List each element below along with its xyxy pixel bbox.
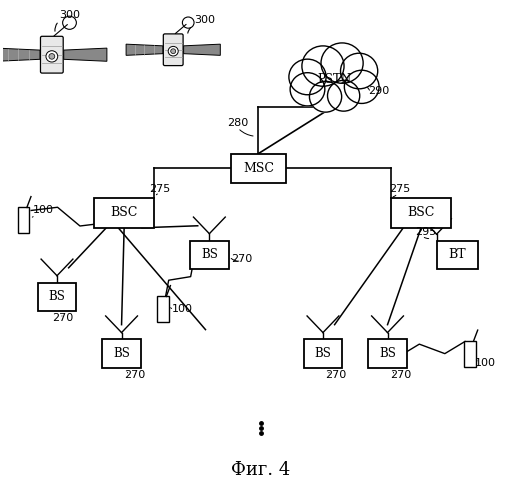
FancyBboxPatch shape bbox=[231, 154, 286, 183]
Circle shape bbox=[290, 72, 325, 106]
Text: PSTN: PSTN bbox=[318, 74, 352, 86]
FancyBboxPatch shape bbox=[94, 198, 154, 228]
Text: 290: 290 bbox=[369, 86, 389, 96]
Text: BS: BS bbox=[379, 348, 396, 360]
Circle shape bbox=[302, 46, 344, 86]
Circle shape bbox=[327, 80, 360, 111]
Circle shape bbox=[49, 54, 55, 59]
Text: BS: BS bbox=[113, 348, 130, 360]
FancyBboxPatch shape bbox=[436, 240, 478, 270]
Text: BT: BT bbox=[448, 248, 466, 262]
FancyBboxPatch shape bbox=[41, 36, 63, 73]
Polygon shape bbox=[0, 48, 40, 62]
Text: BSC: BSC bbox=[111, 206, 138, 220]
Text: BS: BS bbox=[201, 248, 218, 262]
Circle shape bbox=[345, 70, 379, 103]
FancyBboxPatch shape bbox=[190, 240, 229, 270]
Text: BS: BS bbox=[315, 348, 331, 360]
FancyBboxPatch shape bbox=[304, 340, 342, 368]
Text: MSC: MSC bbox=[243, 162, 274, 175]
Text: 300: 300 bbox=[194, 14, 215, 24]
FancyBboxPatch shape bbox=[18, 208, 29, 233]
FancyBboxPatch shape bbox=[392, 198, 451, 228]
Circle shape bbox=[307, 55, 362, 107]
Circle shape bbox=[340, 53, 378, 89]
FancyBboxPatch shape bbox=[102, 340, 141, 368]
Text: 295: 295 bbox=[415, 226, 436, 236]
Text: 280: 280 bbox=[228, 118, 248, 128]
Polygon shape bbox=[126, 44, 163, 56]
FancyBboxPatch shape bbox=[465, 341, 476, 366]
Text: Фиг. 4: Фиг. 4 bbox=[231, 461, 291, 479]
Circle shape bbox=[168, 46, 178, 56]
FancyBboxPatch shape bbox=[368, 340, 407, 368]
Text: 270: 270 bbox=[231, 254, 252, 264]
Polygon shape bbox=[184, 44, 220, 56]
Text: 275: 275 bbox=[149, 184, 170, 194]
Text: 100: 100 bbox=[33, 205, 54, 215]
FancyBboxPatch shape bbox=[38, 282, 76, 312]
Text: 100: 100 bbox=[476, 358, 496, 368]
FancyBboxPatch shape bbox=[157, 296, 169, 322]
Text: 100: 100 bbox=[172, 304, 193, 314]
Circle shape bbox=[171, 49, 176, 54]
Text: 300: 300 bbox=[60, 10, 80, 20]
Text: 275: 275 bbox=[389, 184, 410, 194]
Text: 270: 270 bbox=[390, 370, 411, 380]
Circle shape bbox=[321, 43, 363, 84]
Text: 270: 270 bbox=[124, 370, 146, 380]
Circle shape bbox=[46, 50, 58, 62]
FancyBboxPatch shape bbox=[163, 34, 183, 66]
Circle shape bbox=[310, 82, 342, 112]
Text: 270: 270 bbox=[52, 313, 73, 323]
Text: 270: 270 bbox=[326, 370, 347, 380]
Text: BS: BS bbox=[49, 290, 65, 304]
Text: BSC: BSC bbox=[407, 206, 435, 220]
Polygon shape bbox=[64, 48, 107, 62]
Circle shape bbox=[289, 59, 326, 94]
